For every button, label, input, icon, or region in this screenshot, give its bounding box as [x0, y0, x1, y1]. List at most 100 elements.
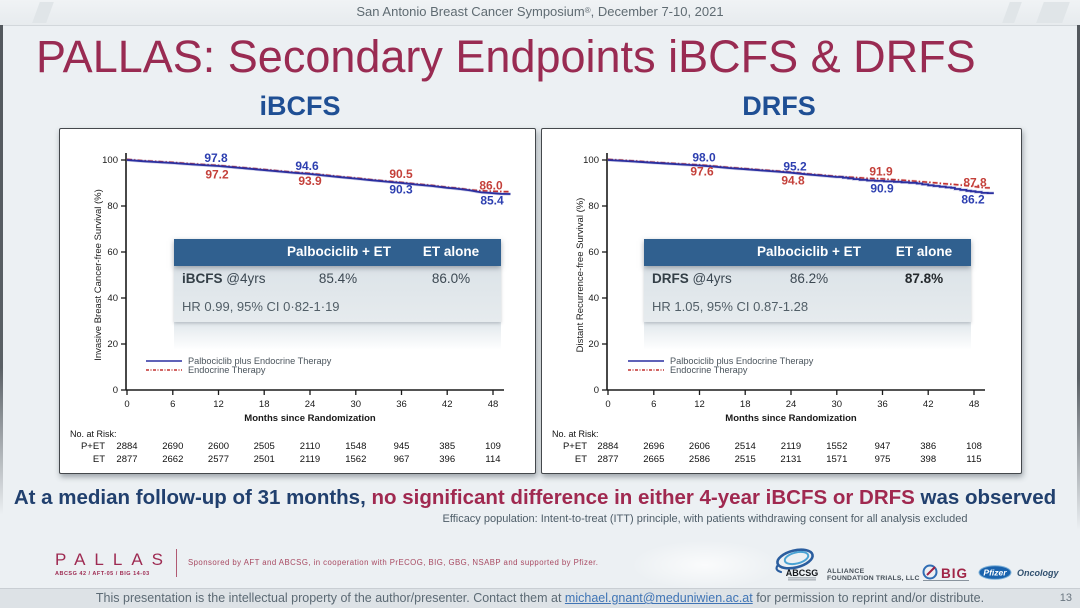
svg-text:P+ET: P+ET — [563, 441, 587, 452]
svg-text:2586: 2586 — [689, 454, 710, 465]
svg-text:967: 967 — [394, 454, 410, 465]
svg-text:0: 0 — [605, 399, 610, 410]
svg-text:36: 36 — [877, 399, 888, 410]
svg-text:6: 6 — [651, 399, 656, 410]
svg-text:20: 20 — [107, 339, 118, 350]
svg-text:94.8: 94.8 — [781, 174, 805, 188]
svg-text:947: 947 — [875, 441, 891, 452]
svg-text:1548: 1548 — [345, 441, 366, 452]
svg-text:2606: 2606 — [689, 441, 710, 452]
svg-text:42: 42 — [442, 399, 453, 410]
svg-text:Endocrine Therapy: Endocrine Therapy — [670, 365, 748, 375]
svg-text:85.4: 85.4 — [480, 194, 504, 208]
svg-text:Invasive Breast Cancer-free Su: Invasive Breast Cancer-free Survival (%) — [93, 189, 104, 361]
svg-text:0: 0 — [594, 385, 599, 396]
svg-text:98.0: 98.0 — [692, 151, 716, 165]
svg-text:396: 396 — [439, 454, 455, 465]
svg-text:114: 114 — [485, 454, 500, 465]
svg-text:42: 42 — [923, 399, 934, 410]
svg-text:2515: 2515 — [735, 454, 756, 465]
svg-text:86.0: 86.0 — [479, 179, 503, 193]
svg-text:2577: 2577 — [208, 454, 229, 465]
svg-text:30: 30 — [832, 399, 843, 410]
svg-text:40: 40 — [588, 293, 599, 304]
svg-text:2505: 2505 — [254, 441, 275, 452]
svg-text:12: 12 — [694, 399, 705, 410]
svg-text:115: 115 — [966, 454, 981, 465]
svg-text:87.8: 87.8 — [963, 176, 987, 190]
svg-text:2884: 2884 — [597, 441, 618, 452]
svg-text:No. at Risk:: No. at Risk: — [70, 429, 117, 439]
svg-text:No. at Risk:: No. at Risk: — [552, 429, 599, 439]
svg-text:2690: 2690 — [162, 441, 183, 452]
svg-text:Endocrine Therapy: Endocrine Therapy — [188, 365, 266, 375]
svg-text:BIG: BIG — [941, 566, 968, 581]
svg-text:1562: 1562 — [345, 454, 366, 465]
svg-text:90.9: 90.9 — [870, 182, 894, 196]
svg-text:Months since Randomization: Months since Randomization — [244, 413, 376, 424]
svg-text:48: 48 — [969, 399, 980, 410]
svg-text:24: 24 — [305, 399, 316, 410]
svg-text:95.2: 95.2 — [783, 160, 807, 174]
svg-text:0: 0 — [124, 399, 129, 410]
svg-text:2514: 2514 — [735, 441, 756, 452]
svg-text:2884: 2884 — [116, 441, 137, 452]
svg-text:2119: 2119 — [300, 454, 320, 465]
svg-text:ABCSG: ABCSG — [786, 568, 819, 578]
svg-text:Months since Randomization: Months since Randomization — [725, 413, 857, 424]
svg-text:60: 60 — [107, 247, 118, 258]
svg-text:40: 40 — [107, 293, 118, 304]
svg-text:93.9: 93.9 — [298, 174, 322, 188]
svg-text:1571: 1571 — [826, 454, 847, 465]
svg-text:2501: 2501 — [254, 454, 275, 465]
svg-text:975: 975 — [875, 454, 891, 465]
svg-text:91.9: 91.9 — [869, 165, 893, 179]
svg-text:97.2: 97.2 — [205, 168, 229, 182]
svg-text:FOUNDATION TRIALS, LLC: FOUNDATION TRIALS, LLC — [827, 575, 920, 582]
svg-text:2877: 2877 — [116, 454, 137, 465]
svg-text:2110: 2110 — [300, 441, 320, 452]
svg-text:ET: ET — [575, 454, 587, 465]
svg-text:0: 0 — [113, 385, 118, 396]
svg-text:6: 6 — [170, 399, 175, 410]
svg-text:ET: ET — [93, 454, 105, 465]
svg-text:90.5: 90.5 — [389, 167, 413, 181]
svg-text:18: 18 — [740, 399, 751, 410]
svg-text:20: 20 — [588, 339, 599, 350]
svg-text:ALLIANCE: ALLIANCE — [827, 568, 865, 575]
svg-text:2665: 2665 — [643, 454, 664, 465]
svg-text:385: 385 — [439, 441, 455, 452]
svg-text:Palbociclib plus Endocrine The: Palbociclib plus Endocrine Therapy — [670, 356, 814, 366]
svg-text:2662: 2662 — [162, 454, 183, 465]
svg-text:100: 100 — [583, 155, 599, 166]
svg-text:94.6: 94.6 — [295, 159, 319, 173]
svg-text:80: 80 — [588, 201, 599, 212]
svg-text:18: 18 — [259, 399, 270, 410]
svg-text:398: 398 — [920, 454, 936, 465]
svg-text:48: 48 — [488, 399, 499, 410]
svg-text:12: 12 — [213, 399, 224, 410]
svg-text:P+ET: P+ET — [81, 441, 105, 452]
svg-text:2131: 2131 — [780, 454, 801, 465]
svg-text:30: 30 — [351, 399, 362, 410]
svg-text:36: 36 — [396, 399, 407, 410]
svg-text:109: 109 — [485, 441, 501, 452]
svg-text:Palbociclib plus Endocrine The: Palbociclib plus Endocrine Therapy — [188, 356, 332, 366]
svg-text:1552: 1552 — [826, 441, 847, 452]
svg-text:60: 60 — [588, 247, 599, 258]
svg-text:2119: 2119 — [781, 441, 801, 452]
svg-text:97.8: 97.8 — [204, 151, 228, 165]
svg-text:Pfizer: Pfizer — [983, 568, 1007, 578]
svg-text:945: 945 — [394, 441, 410, 452]
svg-text:90.3: 90.3 — [389, 183, 413, 197]
svg-text:2877: 2877 — [597, 454, 618, 465]
svg-text:100: 100 — [102, 155, 118, 166]
svg-text:Distant Recurrence-free Surviv: Distant Recurrence-free Survival (%) — [575, 198, 586, 353]
svg-text:108: 108 — [966, 441, 982, 452]
svg-text:2600: 2600 — [208, 441, 229, 452]
svg-text:Oncology: Oncology — [1017, 568, 1059, 578]
svg-text:86.2: 86.2 — [961, 193, 985, 207]
svg-text:80: 80 — [107, 201, 118, 212]
svg-text:386: 386 — [920, 441, 936, 452]
svg-text:24: 24 — [786, 399, 797, 410]
